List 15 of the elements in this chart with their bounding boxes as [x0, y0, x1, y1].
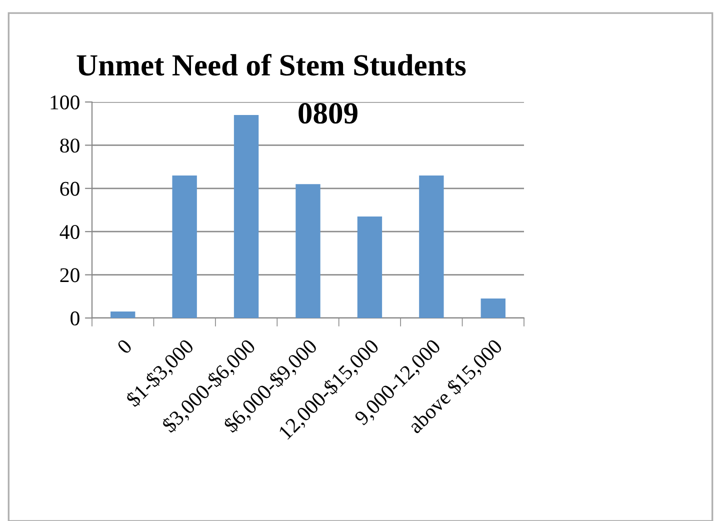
bar [172, 175, 197, 318]
bar [234, 114, 259, 318]
y-tick-label: 80 [60, 138, 80, 153]
bar [419, 175, 444, 318]
y-tick-label: 40 [60, 224, 80, 240]
chart-title: Unmet Need of Stem Students [76, 54, 466, 76]
y-tick-label: 20 [60, 268, 80, 282]
bar [296, 184, 320, 318]
chart-subtitle: 0809 [298, 103, 358, 124]
bar [357, 216, 382, 318]
bar [480, 298, 506, 318]
y-tick-label: 0 [70, 311, 80, 326]
bar [110, 312, 136, 318]
y-tick-label: 60 [60, 182, 80, 196]
y-tick-label: 100 [50, 95, 80, 110]
